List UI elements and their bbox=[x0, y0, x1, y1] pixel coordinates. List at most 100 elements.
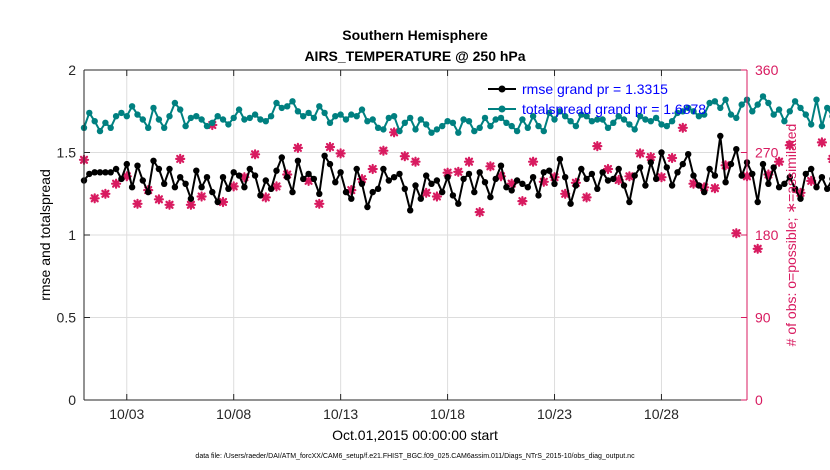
rmse-point bbox=[423, 172, 430, 179]
chart-subtitle: AIRS_TEMPERATURE @ 250 hPa bbox=[304, 48, 525, 64]
totalspread-point bbox=[519, 116, 526, 123]
totalspread-point bbox=[588, 118, 596, 125]
rmse-point bbox=[358, 180, 366, 187]
obs-point bbox=[463, 156, 475, 167]
rmse-point bbox=[663, 164, 670, 171]
totalspread-point bbox=[759, 93, 767, 100]
totalspread-point bbox=[428, 129, 435, 136]
totalspread-point bbox=[578, 111, 585, 118]
rmse-point bbox=[722, 179, 729, 186]
totalspread-point bbox=[540, 127, 547, 135]
x-tick-label: 10/18 bbox=[430, 406, 465, 422]
rmse-point bbox=[198, 184, 205, 191]
obs-point bbox=[731, 228, 742, 239]
rmse-point bbox=[433, 177, 441, 184]
totalspread-point bbox=[150, 104, 157, 112]
rmse-point bbox=[262, 177, 269, 184]
rmse-point bbox=[219, 174, 227, 181]
x-tick-label: 10/08 bbox=[216, 406, 251, 422]
obs-point bbox=[132, 198, 143, 209]
totalspread-point bbox=[583, 113, 590, 120]
obs-point bbox=[164, 199, 175, 210]
obs-point bbox=[688, 178, 699, 189]
obs-point bbox=[784, 140, 795, 151]
rmse-point bbox=[642, 182, 649, 189]
obs-point bbox=[816, 137, 828, 148]
rmse-point bbox=[337, 169, 344, 176]
obs-point-stroke bbox=[582, 193, 591, 202]
rmse-point bbox=[749, 170, 756, 178]
rmse-point bbox=[567, 200, 574, 207]
totalspread-point bbox=[471, 127, 478, 135]
obs-point bbox=[581, 192, 592, 203]
totalspread-point bbox=[86, 109, 93, 117]
totalspread-point bbox=[791, 98, 799, 105]
obs-point-stroke bbox=[218, 197, 228, 207]
obs-point bbox=[634, 148, 646, 159]
totalspread-point bbox=[230, 114, 237, 122]
totalspread-point bbox=[631, 126, 638, 133]
totalspread-point bbox=[497, 114, 505, 122]
totalspread-point bbox=[460, 116, 467, 123]
totalspread-point bbox=[337, 111, 344, 118]
obs-point-stroke bbox=[710, 184, 720, 193]
rmse-point bbox=[513, 177, 521, 184]
totalspread-point bbox=[353, 113, 360, 120]
totalspread-point bbox=[652, 114, 660, 122]
rmse-point bbox=[353, 165, 360, 173]
obs-point-stroke bbox=[390, 128, 399, 137]
totalspread-point bbox=[610, 119, 617, 127]
rmse-point bbox=[578, 165, 585, 173]
totalspread-point bbox=[775, 106, 783, 113]
obs-point bbox=[250, 149, 261, 160]
rmse-point bbox=[118, 175, 125, 183]
obs-point bbox=[335, 148, 346, 159]
obs-point bbox=[303, 175, 314, 186]
rmse-point bbox=[711, 172, 719, 179]
totalspread-point bbox=[572, 122, 580, 130]
rmse-point bbox=[310, 175, 318, 183]
rmse-point bbox=[390, 174, 398, 181]
totalspread-point bbox=[604, 124, 612, 131]
y-tick-label-right: 90 bbox=[755, 310, 771, 326]
y-tick-label-left: 0 bbox=[68, 392, 76, 408]
y-tick-label-right: 180 bbox=[755, 227, 779, 243]
obs-point bbox=[367, 163, 378, 175]
obs-point-stroke bbox=[293, 143, 302, 152]
rmse-point bbox=[96, 169, 104, 176]
obs-point-stroke bbox=[240, 173, 249, 182]
rmse-point bbox=[321, 152, 328, 159]
obs-point-stroke bbox=[261, 193, 270, 202]
rmse-point bbox=[102, 169, 109, 176]
totalspread-point bbox=[749, 108, 756, 115]
chart-title: Southern Hemisphere bbox=[342, 27, 488, 43]
rmse-point bbox=[449, 192, 457, 199]
totalspread-point bbox=[647, 118, 654, 125]
obs-point bbox=[677, 122, 688, 133]
obs-point-stroke bbox=[154, 195, 163, 204]
rmse-point bbox=[818, 174, 826, 181]
rmse-point bbox=[385, 177, 392, 184]
totalspread-point bbox=[481, 114, 489, 122]
rmse-point bbox=[455, 200, 462, 207]
obs-point-stroke bbox=[186, 200, 195, 209]
rmse-point bbox=[620, 182, 628, 189]
rmse-point bbox=[182, 180, 189, 187]
rmse-point bbox=[572, 182, 580, 189]
rmse-line bbox=[83, 135, 830, 212]
rmse-point bbox=[626, 198, 633, 206]
rmse-point bbox=[460, 175, 467, 183]
y-tick-label-left: 2 bbox=[68, 62, 76, 78]
rmse-point bbox=[551, 180, 558, 187]
obs-point bbox=[228, 181, 239, 192]
obs-point-stroke bbox=[635, 149, 645, 158]
rmse-point bbox=[759, 160, 767, 168]
totalspread-point bbox=[316, 103, 323, 110]
totalspread-point bbox=[620, 116, 628, 123]
rmse-point bbox=[808, 165, 815, 173]
obs-point-stroke bbox=[464, 157, 474, 166]
totalspread-point bbox=[567, 118, 574, 125]
rmse-point bbox=[251, 172, 259, 179]
obs-point-stroke bbox=[176, 154, 185, 163]
